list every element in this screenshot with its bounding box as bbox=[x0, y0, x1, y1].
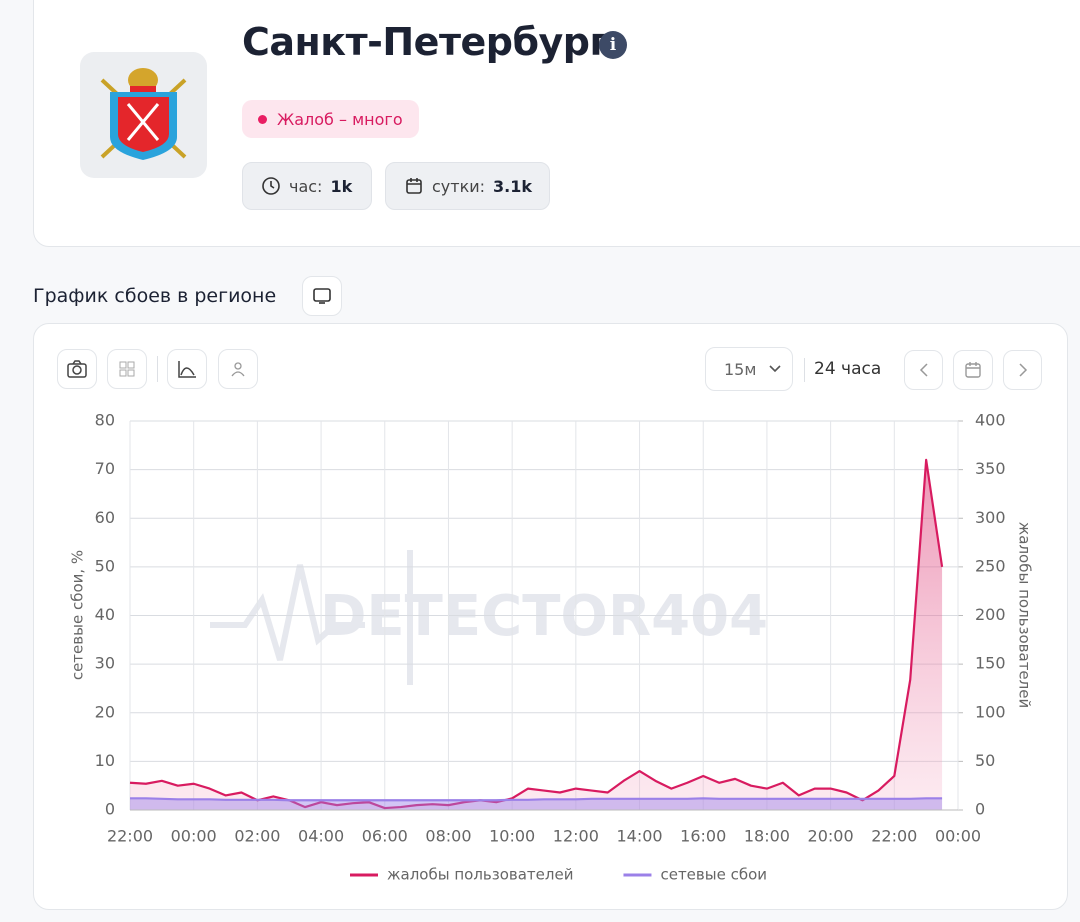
x-tick-label: 12:00 bbox=[553, 827, 599, 846]
y2-tick-label: 0 bbox=[975, 800, 985, 819]
y-tick-label: 0 bbox=[105, 800, 115, 819]
y-tick-label: 30 bbox=[95, 654, 115, 673]
grid-button[interactable] bbox=[107, 349, 147, 389]
user-icon bbox=[231, 362, 245, 377]
calendar-button[interactable] bbox=[953, 350, 993, 390]
area-button[interactable] bbox=[167, 349, 207, 389]
y-tick-label: 80 bbox=[95, 411, 115, 430]
day-label: сутки: bbox=[432, 176, 486, 196]
status-text: Жалоб – много bbox=[277, 109, 403, 129]
series-line bbox=[129, 458, 944, 810]
y2-tick-label: 400 bbox=[975, 411, 1006, 430]
hour-label: час: bbox=[289, 176, 323, 196]
x-tick-label: 10:00 bbox=[489, 827, 535, 846]
chevron-left bbox=[919, 363, 928, 377]
y-tick-label: 20 bbox=[95, 702, 115, 721]
watermark-logo bbox=[210, 550, 413, 685]
status-dot bbox=[258, 114, 267, 124]
y-tick-label: 10 bbox=[95, 751, 115, 770]
legend-label: сетевые сбои bbox=[660, 866, 767, 884]
region-card bbox=[33, 0, 1080, 247]
day-stat: сутки: 3.1k bbox=[385, 162, 550, 210]
y-axis-label: сетевые сбои, % bbox=[69, 550, 87, 680]
toolbar-divider bbox=[804, 358, 805, 382]
logo-box bbox=[80, 52, 207, 178]
calendar-icon bbox=[406, 178, 422, 194]
y2-tick-label: 150 bbox=[975, 654, 1006, 673]
screen-icon bbox=[313, 288, 331, 304]
y2-tick-label: 50 bbox=[975, 751, 995, 770]
coat-of-arms bbox=[100, 68, 187, 160]
range-text: 24 часа bbox=[814, 359, 882, 379]
y-tick-label: 40 bbox=[95, 605, 115, 624]
legend-label: жалобы пользователей bbox=[387, 866, 573, 884]
camera-icon bbox=[67, 360, 87, 378]
hour-value: 1k bbox=[330, 176, 353, 196]
day-value: 3.1k bbox=[493, 176, 533, 196]
info-icon[interactable]: i bbox=[599, 31, 627, 59]
x-tick-label: 04:00 bbox=[298, 827, 344, 846]
x-tick-label: 22:00 bbox=[871, 827, 917, 846]
chevron-down bbox=[769, 365, 782, 373]
user-button[interactable] bbox=[218, 349, 258, 389]
x-tick-label: 22:00 bbox=[107, 827, 153, 846]
status-pill: Жалоб – много bbox=[242, 100, 419, 138]
x-tick-label: 18:00 bbox=[744, 827, 790, 846]
y-tick-label: 50 bbox=[95, 556, 115, 575]
y2-tick-label: 200 bbox=[975, 605, 1006, 624]
region-title: Санкт-Петербург bbox=[242, 20, 609, 64]
y2-tick-label: 250 bbox=[975, 556, 1006, 575]
calendar-icon bbox=[965, 362, 981, 378]
x-tick-label: 06:00 bbox=[362, 827, 408, 846]
y-tick-label: 70 bbox=[95, 459, 115, 478]
x-tick-label: 00:00 bbox=[171, 827, 217, 846]
y2-tick-label: 100 bbox=[975, 702, 1006, 721]
clock-icon bbox=[262, 177, 280, 195]
grid-icon bbox=[119, 361, 135, 377]
hour-stat: час: 1k bbox=[242, 162, 372, 210]
y2-axis-label: жалобы пользователей bbox=[1016, 522, 1034, 708]
camera-button[interactable] bbox=[57, 349, 97, 389]
x-tick-label: 02:00 bbox=[234, 827, 280, 846]
x-tick-label: 08:00 bbox=[425, 827, 471, 846]
y-tick-label: 60 bbox=[95, 508, 115, 527]
y2-tick-label: 300 bbox=[975, 508, 1006, 527]
next-button[interactable] bbox=[1003, 350, 1042, 390]
y2-tick-label: 350 bbox=[975, 459, 1006, 478]
interval-select[interactable]: 15м bbox=[705, 347, 793, 391]
watermark: DETECTOR404 bbox=[320, 584, 768, 649]
interval-text: 15м bbox=[724, 359, 757, 379]
x-tick-label: 00:00 bbox=[935, 827, 981, 846]
x-tick-label: 14:00 bbox=[616, 827, 662, 846]
chevron-right bbox=[1018, 363, 1027, 377]
screen-button[interactable] bbox=[302, 276, 342, 316]
x-tick-label: 20:00 bbox=[808, 827, 854, 846]
series-line bbox=[130, 797, 943, 802]
x-tick-label: 16:00 bbox=[680, 827, 726, 846]
section-title: График сбоев в регионе bbox=[33, 285, 277, 307]
area-icon bbox=[178, 361, 196, 378]
prev-button[interactable] bbox=[904, 350, 943, 390]
toolbar-divider bbox=[157, 356, 158, 382]
